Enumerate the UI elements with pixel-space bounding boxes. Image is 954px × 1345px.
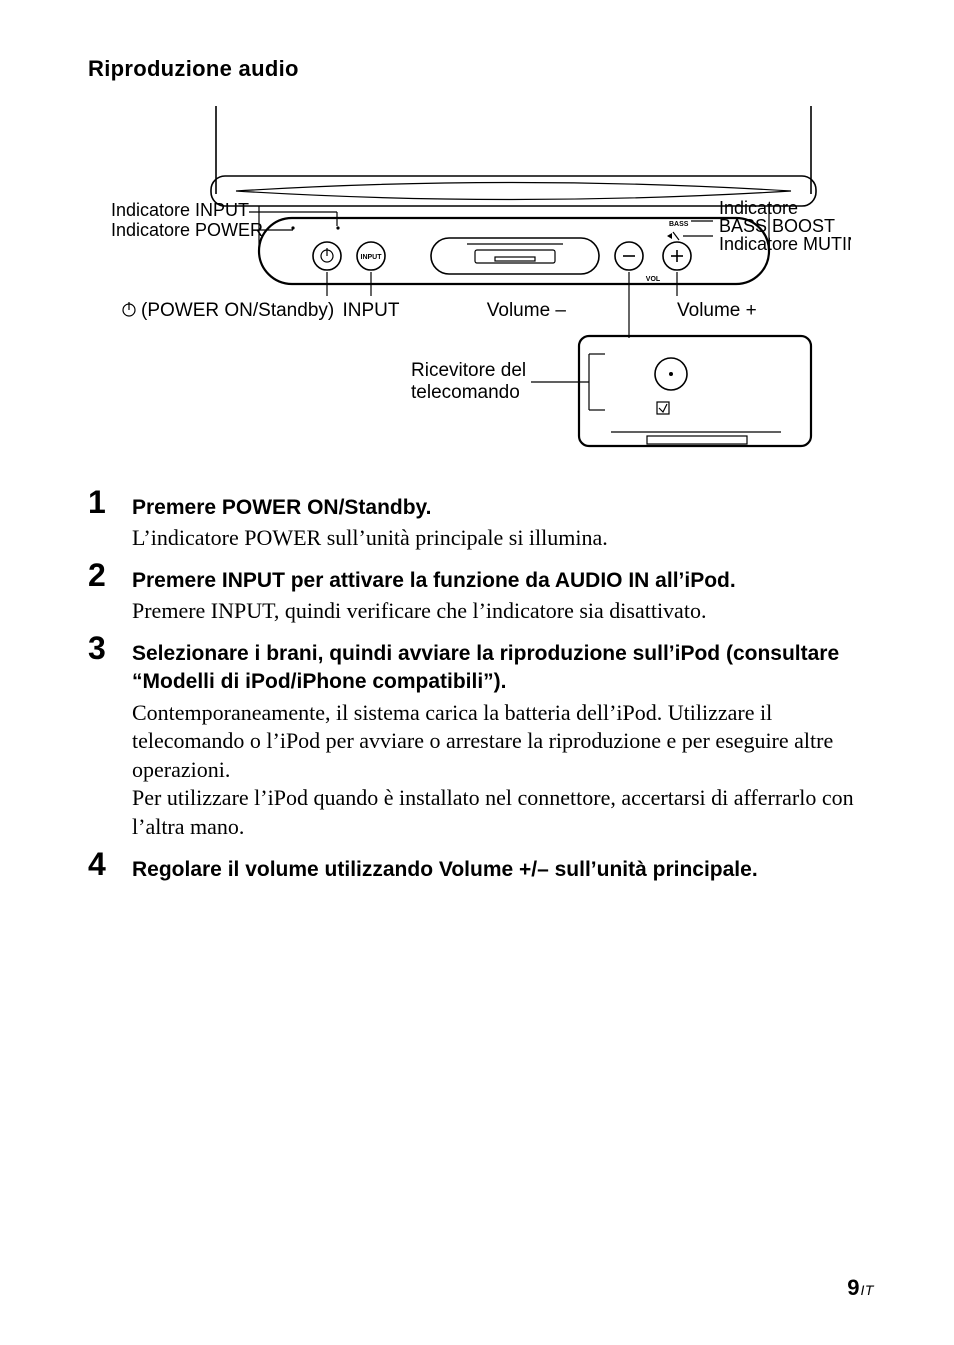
section-title: Riproduzione audio: [88, 56, 874, 82]
step-body: L’indicatore POWER sull’unità principale…: [132, 524, 874, 553]
label-vol-minus: Volume –: [487, 300, 567, 321]
diagram-wrapper: BASS INPUT VOL: [88, 106, 874, 466]
step-number: 2: [88, 559, 106, 591]
label-input: INPUT: [343, 300, 400, 321]
label-remote-2: telecomando: [411, 382, 520, 403]
page-number-n: 9: [847, 1275, 859, 1300]
page-number: 9IT: [847, 1275, 874, 1301]
step-number: 1: [88, 486, 106, 518]
step-number: 4: [88, 848, 106, 880]
step-head: Selezionare i brani, quindi avviare la r…: [132, 640, 874, 697]
panel-vol-label: VOL: [646, 276, 661, 283]
callout-muting: Indicatore MUTING: [719, 234, 851, 254]
callout-power-indicator: Indicatore POWER: [111, 220, 263, 240]
steps-list: 1 Premere POWER ON/Standby. L’indicatore…: [88, 494, 874, 884]
step-head: Regolare il volume utilizzando Volume +/…: [132, 856, 874, 884]
label-power: (POWER ON/Standby): [141, 300, 334, 321]
label-remote-1: Ricevitore del: [411, 360, 526, 381]
step-1: 1 Premere POWER ON/Standby. L’indicatore…: [88, 494, 874, 553]
step-body: Premere INPUT, quindi verificare che l’i…: [132, 597, 874, 626]
step-4: 4 Regolare il volume utilizzando Volume …: [88, 856, 874, 884]
callout-bass-boost-1: Indicatore: [719, 198, 798, 218]
page-number-suffix: IT: [861, 1282, 874, 1298]
step-body: Contemporaneamente, il sistema carica la…: [132, 699, 874, 842]
label-vol-plus: Volume +: [677, 300, 757, 321]
step-number: 3: [88, 632, 106, 664]
device-diagram: BASS INPUT VOL: [111, 106, 851, 466]
step-head: Premere POWER ON/Standby.: [132, 494, 874, 522]
callout-bass-boost-2: BASS BOOST: [719, 216, 835, 236]
panel-bass-label: BASS: [669, 221, 689, 228]
step-head: Premere INPUT per attivare la funzione d…: [132, 567, 874, 595]
callout-input-indicator: Indicatore INPUT: [111, 200, 249, 220]
panel-input-btn-label: INPUT: [361, 254, 383, 261]
step-3: 3 Selezionare i brani, quindi avviare la…: [88, 640, 874, 842]
page: Riproduzione audio BASS: [0, 0, 954, 1345]
step-2: 2 Premere INPUT per attivare la funzione…: [88, 567, 874, 626]
